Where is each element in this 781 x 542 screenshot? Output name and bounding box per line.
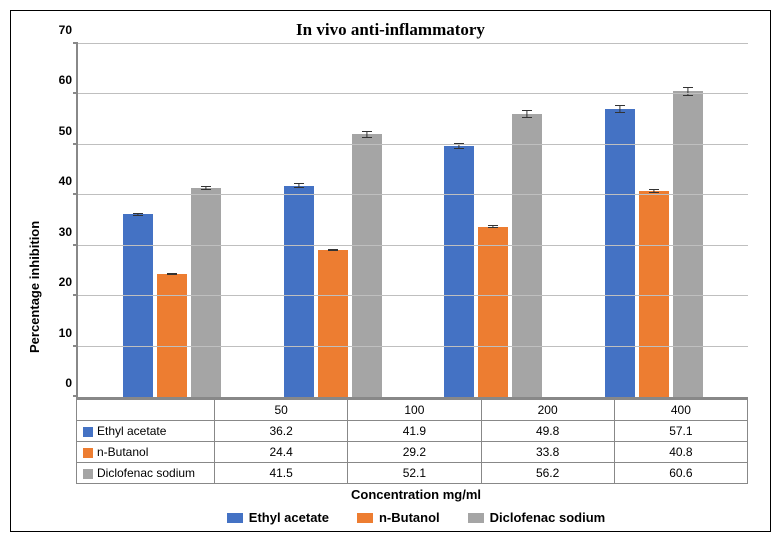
- y-tick-label: 40: [59, 174, 78, 188]
- bar: [605, 109, 635, 397]
- error-bar: [488, 225, 498, 228]
- bar: [284, 186, 314, 397]
- error-bar: [294, 183, 304, 188]
- gridline: [78, 245, 748, 246]
- error-bar: [167, 273, 177, 275]
- bar-group: [594, 44, 714, 397]
- legend-label: Ethyl acetate: [249, 510, 329, 525]
- error-bar: [133, 213, 143, 216]
- y-tick-mark: [73, 294, 78, 296]
- table-cell: 52.1: [348, 463, 481, 484]
- legend: Ethyl acetate n-Butanol Diclofenac sodium: [76, 508, 756, 529]
- chart-zone: Percentage inhibition 010203040506070 50…: [25, 44, 756, 529]
- table-cell: 49.8: [481, 421, 614, 442]
- x-axis-label: Concentration mg/ml: [76, 484, 756, 508]
- table-header-cell: 400: [614, 400, 747, 421]
- error-bar: [362, 131, 372, 138]
- table-corner-cell: [77, 400, 215, 421]
- table-cell: 41.5: [215, 463, 348, 484]
- table-cell: 41.9: [348, 421, 481, 442]
- table-header-cell: 200: [481, 400, 614, 421]
- series-swatch: [83, 427, 93, 437]
- legend-label: n-Butanol: [379, 510, 440, 525]
- bar: [157, 274, 187, 397]
- plot-area: 010203040506070: [76, 44, 748, 399]
- table-cell: 40.8: [614, 442, 747, 463]
- y-axis-label: Percentage inhibition: [25, 157, 44, 417]
- bars-row: [78, 44, 748, 397]
- y-tick-mark: [73, 92, 78, 94]
- gridline: [78, 144, 748, 145]
- y-tick-mark: [73, 345, 78, 347]
- bar: [444, 146, 474, 397]
- error-bar: [683, 87, 693, 97]
- y-tick-mark: [73, 143, 78, 145]
- table-cell: 24.4: [215, 442, 348, 463]
- y-tick-label: 10: [59, 326, 78, 340]
- table-row: n-Butanol24.429.233.840.8: [77, 442, 748, 463]
- error-bar: [201, 186, 211, 190]
- gridline: [78, 295, 748, 296]
- legend-label: Diclofenac sodium: [490, 510, 606, 525]
- table-row-header: n-Butanol: [77, 442, 215, 463]
- table-row-header: Ethyl acetate: [77, 421, 215, 442]
- bar: [512, 114, 542, 397]
- y-tick-mark: [73, 42, 78, 44]
- table-cell: 56.2: [481, 463, 614, 484]
- gridline: [78, 43, 748, 44]
- legend-item: Diclofenac sodium: [468, 510, 606, 525]
- y-tick-mark: [73, 244, 78, 246]
- bar: [478, 227, 508, 397]
- gridline: [78, 93, 748, 94]
- table-cell: 29.2: [348, 442, 481, 463]
- table-cell: 33.8: [481, 442, 614, 463]
- data-table: 50100200400Ethyl acetate36.241.949.857.1…: [76, 399, 748, 484]
- y-tick-label: 70: [59, 23, 78, 37]
- y-tick-label: 20: [59, 275, 78, 289]
- y-tick-label: 50: [59, 124, 78, 138]
- y-tick-mark: [73, 193, 78, 195]
- table-row-header: Diclofenac sodium: [77, 463, 215, 484]
- error-bar: [615, 105, 625, 113]
- series-swatch: [83, 448, 93, 458]
- table-row: Ethyl acetate36.241.949.857.1: [77, 421, 748, 442]
- table-header-cell: 100: [348, 400, 481, 421]
- legend-swatch: [357, 513, 373, 523]
- table-cell: 60.6: [614, 463, 747, 484]
- table-cell: 36.2: [215, 421, 348, 442]
- y-tick-mark: [73, 395, 78, 397]
- series-swatch: [83, 469, 93, 479]
- bar-group: [112, 44, 232, 397]
- bar: [352, 134, 382, 397]
- bar: [123, 214, 153, 397]
- error-bar: [649, 189, 659, 193]
- bar-group: [273, 44, 393, 397]
- table-header-row: 50100200400: [77, 400, 748, 421]
- chart-frame: In vivo anti-inflammatory Percentage inh…: [10, 10, 771, 532]
- table-cell: 57.1: [614, 421, 747, 442]
- table-header-cell: 50: [215, 400, 348, 421]
- y-tick-label: 0: [65, 376, 78, 390]
- gridline: [78, 194, 748, 195]
- table-row: Diclofenac sodium41.552.156.260.6: [77, 463, 748, 484]
- y-tick-label: 60: [59, 73, 78, 87]
- bar: [318, 250, 348, 397]
- legend-item: n-Butanol: [357, 510, 440, 525]
- bar: [639, 191, 669, 397]
- y-tick-label: 30: [59, 225, 78, 239]
- bar-group: [433, 44, 553, 397]
- plot-wrap: 010203040506070 50100200400Ethyl acetate…: [44, 44, 756, 529]
- error-bar: [522, 110, 532, 118]
- chart-title: In vivo anti-inflammatory: [25, 16, 756, 44]
- bar: [191, 188, 221, 397]
- legend-item: Ethyl acetate: [227, 510, 329, 525]
- error-bar: [328, 249, 338, 251]
- legend-swatch: [227, 513, 243, 523]
- legend-swatch: [468, 513, 484, 523]
- gridline: [78, 346, 748, 347]
